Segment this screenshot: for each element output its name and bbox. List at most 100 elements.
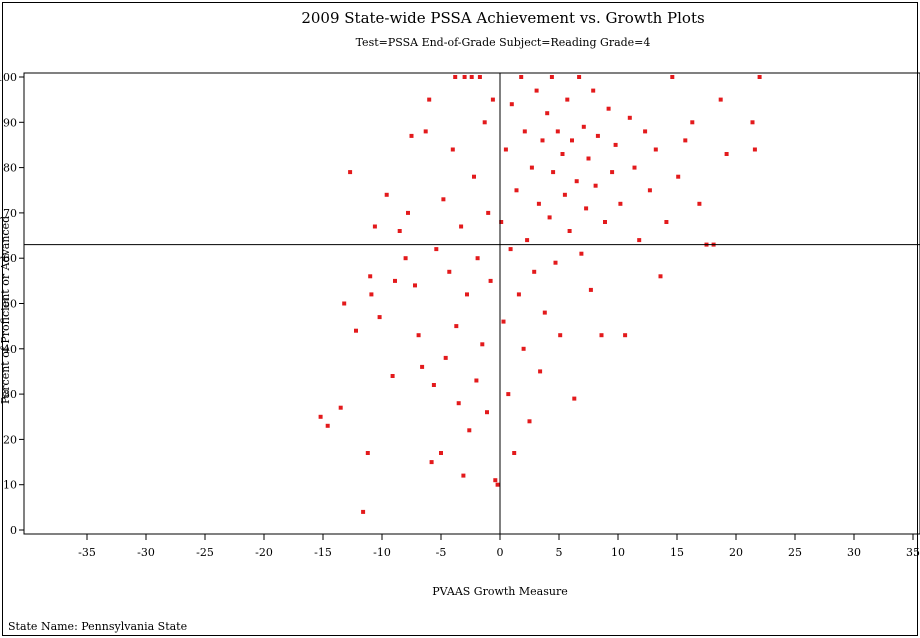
data-point <box>459 224 464 229</box>
data-point <box>538 369 543 374</box>
data-point <box>325 423 330 428</box>
data-point <box>591 88 596 93</box>
data-point <box>540 138 545 143</box>
y-tick-label: 20 <box>3 433 17 446</box>
x-tick-label: -20 <box>255 546 273 559</box>
chart-title: 2009 State-wide PSSA Achievement vs. Gro… <box>301 9 705 27</box>
data-point <box>549 75 554 79</box>
x-tick-label: 25 <box>788 546 802 559</box>
data-point <box>627 115 632 120</box>
data-point <box>670 75 675 79</box>
data-point <box>599 333 604 338</box>
data-point <box>577 75 582 79</box>
data-point <box>588 287 593 292</box>
data-point <box>724 152 729 156</box>
data-point <box>581 124 586 129</box>
scatter-plot: -35 -30 -25 -20 -15 -10 -5 0 5 10 15 20 25 30 35 0 10 20… <box>0 71 920 598</box>
data-point <box>439 451 443 455</box>
data-point <box>477 75 482 79</box>
data-point <box>390 374 395 378</box>
data-point <box>572 396 577 401</box>
data-point <box>558 333 563 338</box>
x-tick-label: 0 <box>497 546 504 559</box>
data-point <box>603 220 607 224</box>
data-point <box>586 156 591 161</box>
data-point <box>595 133 600 138</box>
data-point <box>501 319 506 324</box>
data-point <box>453 75 458 79</box>
data-point <box>508 247 513 252</box>
data-point <box>420 364 425 369</box>
data-point <box>542 310 547 315</box>
data-point <box>443 355 448 360</box>
data-point <box>454 324 459 329</box>
data-point <box>467 428 472 433</box>
y-tick-label: 100 <box>0 71 17 84</box>
data-point <box>482 120 487 125</box>
data-point <box>606 106 611 111</box>
points-layer <box>318 75 762 514</box>
data-point <box>393 278 397 283</box>
y-tick-label: 10 <box>3 479 17 492</box>
data-point <box>372 224 377 229</box>
data-point <box>495 482 500 487</box>
data-point <box>570 138 574 143</box>
data-point <box>610 170 615 175</box>
data-point <box>506 392 511 397</box>
data-point <box>521 346 526 351</box>
data-point <box>547 215 552 220</box>
data-point <box>423 129 428 134</box>
data-point <box>503 147 508 152</box>
plot-area-border <box>23 72 920 535</box>
data-point <box>474 378 479 383</box>
data-point <box>377 315 382 320</box>
data-point <box>406 210 410 215</box>
data-point <box>632 165 637 170</box>
data-point <box>409 133 414 138</box>
data-point <box>397 229 402 233</box>
y-tick-label: 80 <box>3 162 17 175</box>
y-tick-label: 30 <box>3 388 17 401</box>
data-point <box>584 206 589 211</box>
x-axis-title: PVAAS Growth Measure <box>432 585 567 598</box>
data-point <box>472 174 476 179</box>
data-point <box>512 451 517 455</box>
data-point <box>514 188 519 193</box>
data-point <box>416 333 421 338</box>
x-tick-label: -25 <box>196 546 214 559</box>
data-point <box>368 274 373 279</box>
data-point <box>545 111 550 116</box>
data-point <box>525 238 530 243</box>
y-tick-label: 60 <box>3 252 17 265</box>
x-tick-label: -35 <box>78 546 96 559</box>
data-point <box>555 129 560 134</box>
footnote: State Name: Pennsylvania State <box>8 620 188 633</box>
data-point <box>462 75 467 79</box>
data-point <box>637 238 642 243</box>
x-tick-label: -15 <box>314 546 332 559</box>
data-point <box>664 220 669 224</box>
data-point <box>434 247 439 252</box>
data-point <box>562 192 567 197</box>
data-point <box>490 97 495 102</box>
data-point <box>757 75 762 79</box>
data-point <box>486 210 491 215</box>
data-point <box>593 183 598 188</box>
data-point <box>623 333 628 338</box>
y-axis-ticks: 0 10 20 30 40 50 60 70 80 90 100 <box>0 71 24 537</box>
x-tick-label: 15 <box>670 546 684 559</box>
chart-subtitle: Test=PSSA End-of-Grade Subject=Reading G… <box>355 36 651 49</box>
data-point <box>529 165 534 170</box>
data-point <box>565 97 570 102</box>
data-point <box>516 292 521 297</box>
data-point <box>348 170 353 175</box>
data-point <box>456 401 461 406</box>
data-point <box>653 147 658 152</box>
data-point <box>560 152 565 156</box>
x-tick-label: -30 <box>137 546 155 559</box>
x-tick-label: 10 <box>611 546 625 559</box>
data-point <box>480 342 485 347</box>
data-point <box>613 142 618 147</box>
data-point <box>643 129 648 134</box>
